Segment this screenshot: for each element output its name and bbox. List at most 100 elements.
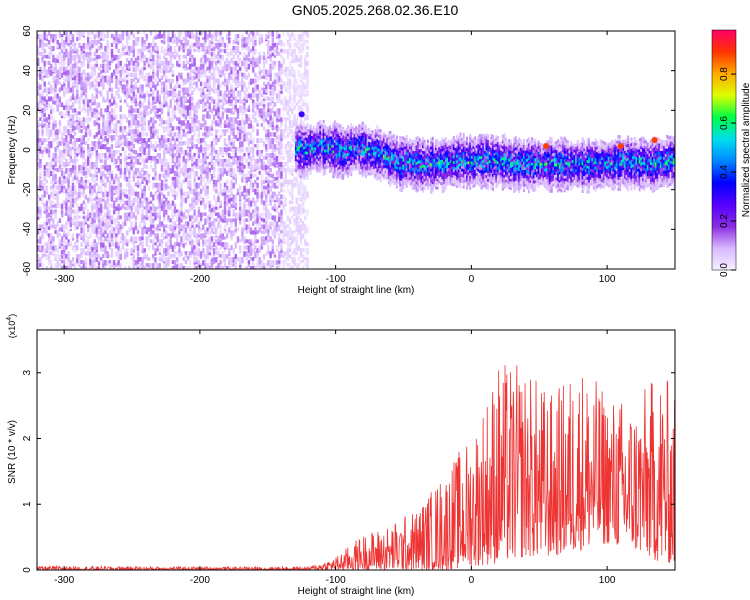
noise-cell xyxy=(160,200,164,206)
noise-cell xyxy=(202,200,205,207)
noise-cell xyxy=(186,266,190,269)
noise-cell xyxy=(160,221,164,226)
noise-cell xyxy=(180,197,183,203)
noise-cell xyxy=(278,251,281,256)
noise-cell xyxy=(130,141,133,146)
noise-cell xyxy=(141,200,144,204)
noise-cell xyxy=(71,123,75,128)
noise-cell xyxy=(134,114,138,121)
noise-cell xyxy=(147,72,151,77)
noise-cell xyxy=(165,66,168,72)
noise-cell xyxy=(176,224,179,228)
noise-cell xyxy=(221,251,224,257)
noise-cell xyxy=(189,153,192,158)
noise-cell xyxy=(47,69,51,75)
noise-cell xyxy=(275,194,279,201)
noise-cell xyxy=(106,123,109,130)
noise-cell xyxy=(176,218,179,222)
noise-cell xyxy=(199,212,203,218)
noise-cell xyxy=(167,257,170,264)
noise-cell xyxy=(241,155,244,160)
noise-cell xyxy=(58,72,62,78)
noise-cell xyxy=(230,93,233,98)
noise-cell xyxy=(280,200,283,205)
noise-cell xyxy=(176,260,179,265)
noise-cell xyxy=(93,173,96,179)
noise-cell xyxy=(247,45,251,52)
noise-cell xyxy=(136,167,140,173)
noise-cell xyxy=(217,191,220,196)
noise-cell xyxy=(126,87,129,93)
noise-cell xyxy=(247,147,251,153)
noise-cell xyxy=(191,230,194,235)
noise-cell xyxy=(41,34,44,40)
noise-cell xyxy=(173,138,177,144)
noise-cell xyxy=(132,150,135,154)
noise-cell xyxy=(52,236,55,242)
noise-cell xyxy=(136,48,140,53)
noise-cell xyxy=(115,54,118,60)
noise-cell xyxy=(113,242,116,247)
noise-cell xyxy=(195,114,198,119)
noise-cell xyxy=(160,102,164,109)
noise-cell xyxy=(223,42,227,48)
noise-cell xyxy=(71,236,75,241)
noise-cell xyxy=(182,87,185,91)
noise-cell xyxy=(286,81,290,85)
noise-cell xyxy=(84,179,88,183)
noise-cell xyxy=(73,221,77,227)
noise-cell xyxy=(269,102,272,106)
noise-cell xyxy=(104,54,107,61)
noise-cell xyxy=(267,120,270,125)
noise-cell xyxy=(239,170,242,175)
noise-cell xyxy=(123,221,127,226)
noise-cell xyxy=(89,132,92,137)
noise-cell xyxy=(171,31,175,35)
noise-cell xyxy=(230,206,233,210)
noise-cell xyxy=(158,96,161,102)
noise-cell xyxy=(87,227,90,233)
noise-cell xyxy=(43,66,46,72)
noise-cell xyxy=(228,37,231,43)
noise-cell xyxy=(149,191,153,198)
noise-cell xyxy=(89,105,92,112)
noise-cell xyxy=(147,173,151,177)
noise-cell xyxy=(171,93,175,98)
noise-cell xyxy=(210,108,214,114)
noise-cell xyxy=(217,206,220,210)
noise-cell xyxy=(113,153,116,157)
noise-cell xyxy=(145,212,148,217)
noise-cell xyxy=(199,63,203,69)
noise-cell xyxy=(91,72,94,78)
noise-cell xyxy=(108,153,112,158)
noise-cell xyxy=(139,263,142,268)
noise-cell xyxy=(189,233,192,239)
noise-cell xyxy=(108,66,112,70)
noise-cell xyxy=(182,257,185,261)
noise-cell xyxy=(241,135,244,140)
noise-cell xyxy=(189,254,192,258)
noise-cell xyxy=(110,93,114,100)
noise-cell xyxy=(149,233,153,238)
noise-cell xyxy=(269,90,272,96)
noise-cell xyxy=(152,39,155,45)
noise-cell xyxy=(67,266,70,269)
noise-cell xyxy=(110,155,114,162)
noise-cell xyxy=(230,185,233,191)
noise-cell xyxy=(254,167,257,172)
noise-cell xyxy=(193,203,196,209)
noise-cell xyxy=(63,170,66,176)
noise-cell xyxy=(143,221,146,227)
noise-cell xyxy=(182,108,185,114)
noise-cell xyxy=(76,194,79,201)
noise-cell xyxy=(252,87,255,94)
noise-cell xyxy=(134,197,138,203)
noise-cell xyxy=(230,48,233,54)
noise-cell xyxy=(80,242,83,247)
noise-cell xyxy=(163,167,166,174)
noise-cell xyxy=(52,99,55,105)
noise-cell xyxy=(280,215,283,220)
noise-cell xyxy=(119,81,122,86)
noise-cell xyxy=(245,132,248,138)
noise-cell xyxy=(178,75,181,80)
